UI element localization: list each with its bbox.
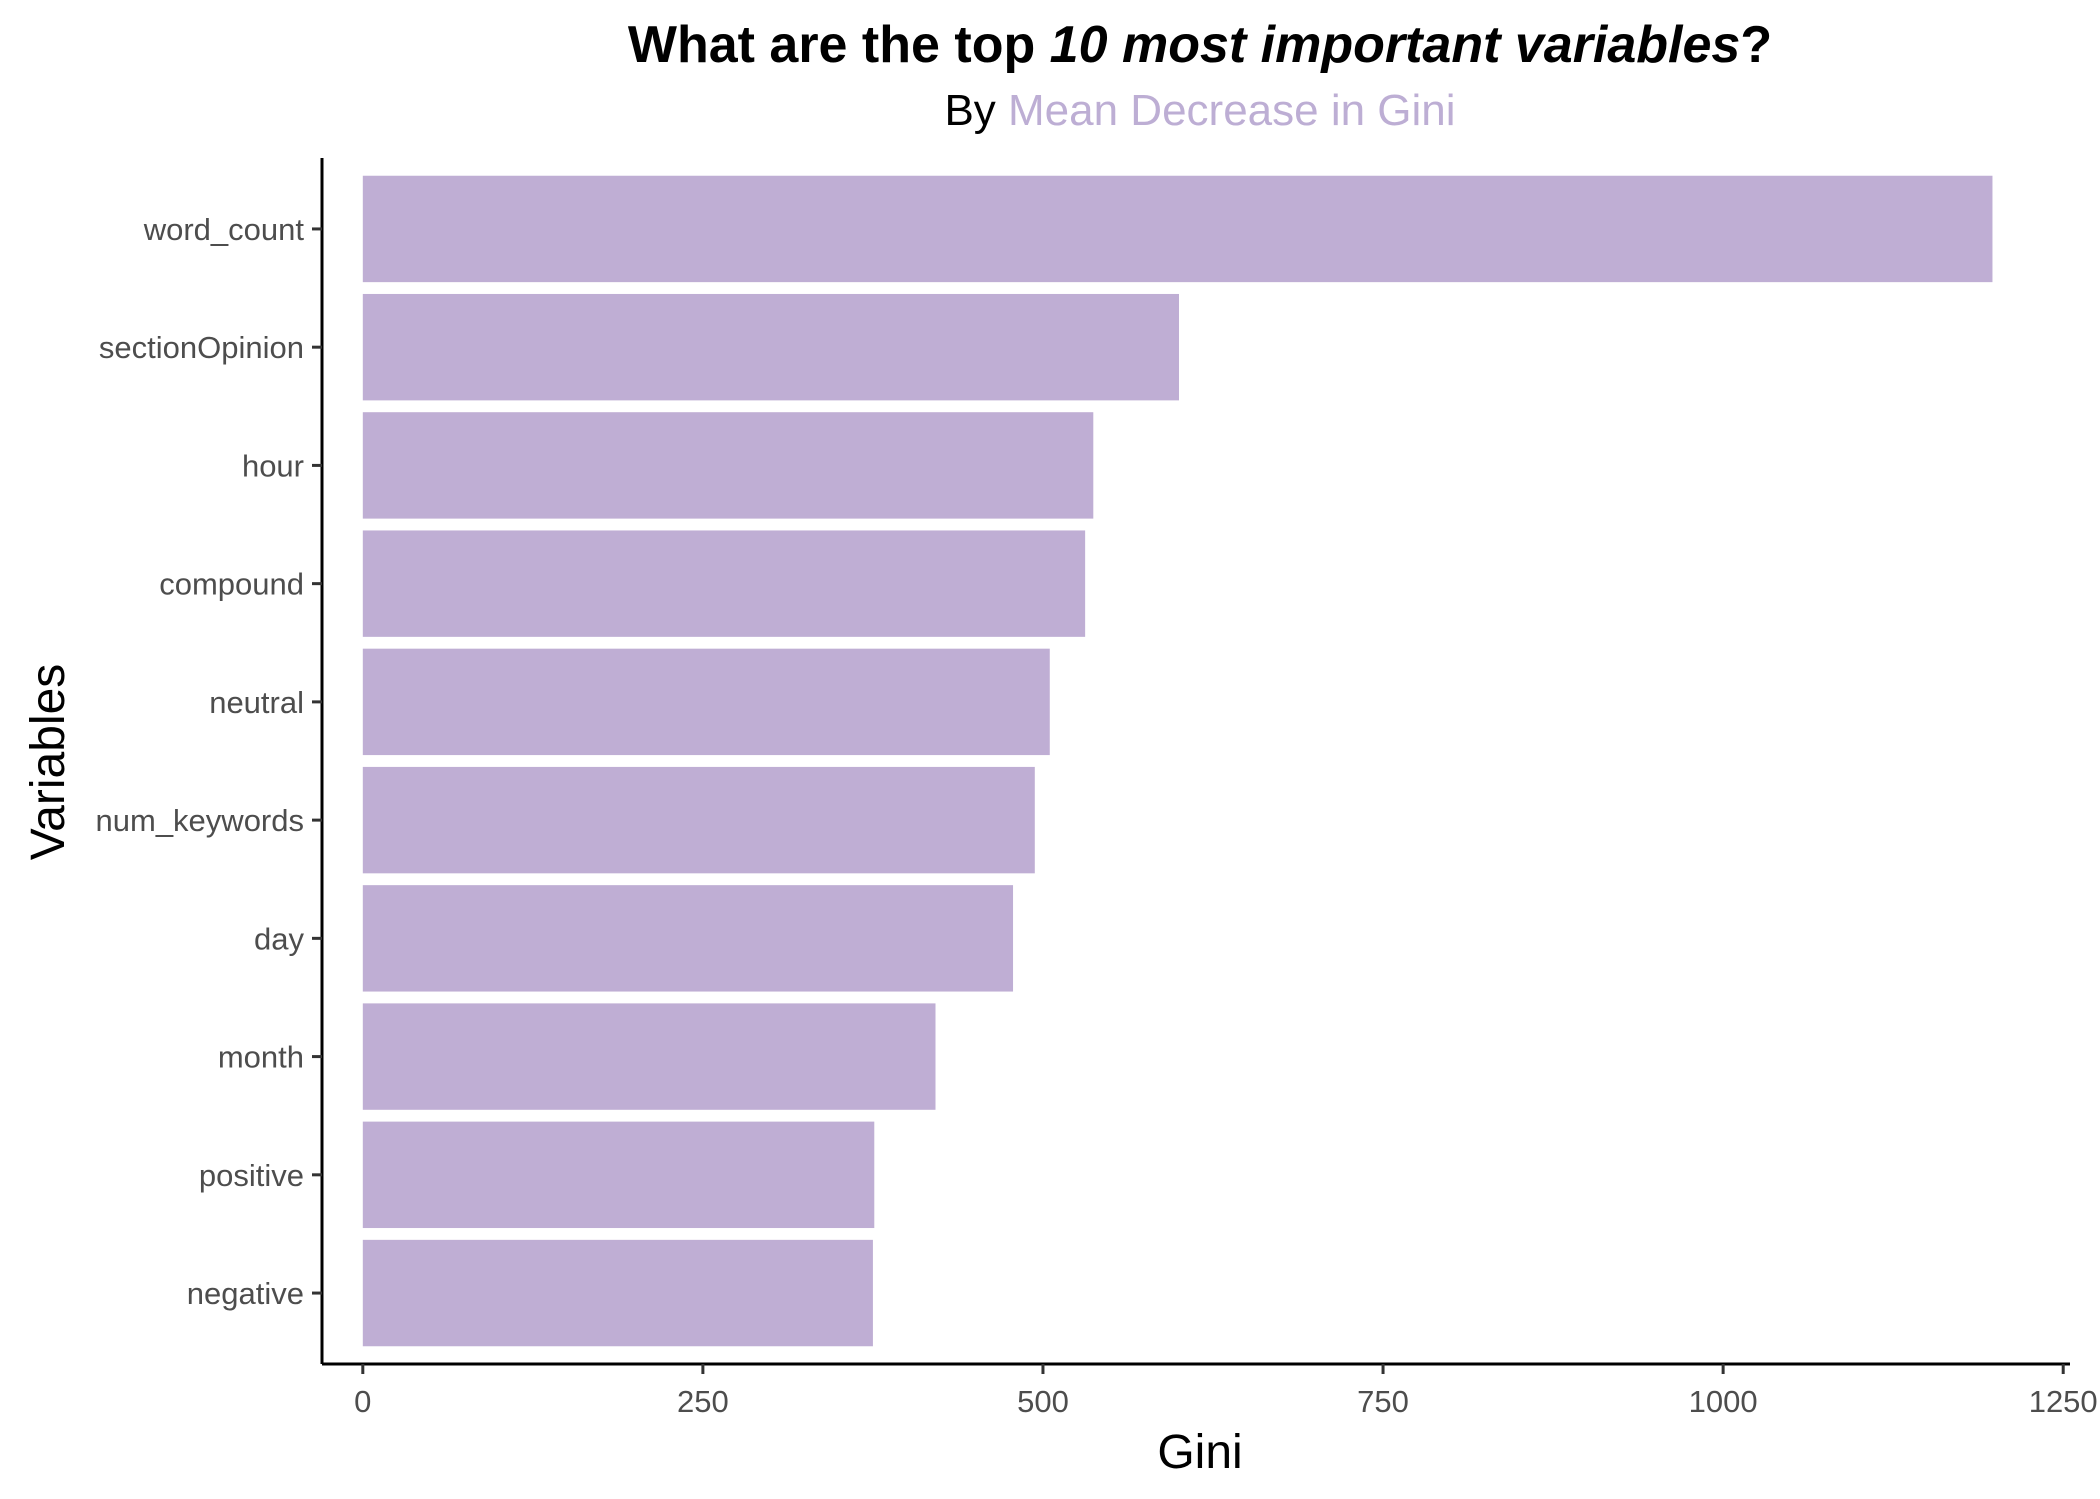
bars-group [362,175,1993,1347]
y-tick-label-word_count: word_count [143,212,305,247]
bar-day [362,885,1014,992]
y-axis-ticks: word_count sectionOpinion hour compound neut… [96,212,322,1311]
y-tick-label-compound: compound [159,567,304,602]
x-axis-ticks: 0 250 500 750 1000 1250 [354,1364,2098,1419]
y-tick-label-day: day [254,921,304,956]
x-tick-label-250: 250 [677,1384,729,1419]
x-tick-label-500: 500 [1017,1384,1069,1419]
x-tick-label-750: 750 [1357,1384,1409,1419]
x-tick-label-0: 0 [354,1384,371,1419]
y-tick-label-positive: positive [199,1158,304,1193]
chart-title-part-2: ? [1740,16,1772,74]
chart-subtitle-part-1: Mean Decrease in Gini [1008,86,1456,135]
y-tick-label-negative: negative [187,1276,304,1311]
y-tick-label-hour: hour [242,448,304,483]
x-axis-title: Gini [1157,1426,1242,1479]
bar-positive [362,1121,875,1229]
y-axis-title: Variables [22,664,75,861]
chart-title-part-0: What are the top [628,16,1050,74]
bar-hour [362,412,1094,519]
y-tick-label-sectionOpinion: sectionOpinion [99,330,304,365]
bar-neutral [362,648,1050,756]
bar-month [362,1003,936,1110]
y-tick-label-neutral: neutral [209,685,304,720]
y-tick-label-num_keywords: num_keywords [96,803,304,838]
x-tick-label-1000: 1000 [1689,1384,1758,1419]
bar-compound [362,530,1086,637]
bar-negative [362,1239,873,1347]
bar-num_keywords [362,766,1035,874]
bar-sectionOpinion [362,293,1179,401]
chart-subtitle: By Mean Decrease in Gini [944,86,1455,135]
chart-title: What are the top 10 most important varia… [628,16,1772,74]
chart-subtitle-part-0: By [944,86,1008,135]
y-tick-label-month: month [218,1040,304,1075]
x-tick-label-1250: 1250 [2029,1384,2098,1419]
chart-title-part-1: 10 most important variables [1050,16,1741,74]
bar-word_count [362,175,1993,283]
